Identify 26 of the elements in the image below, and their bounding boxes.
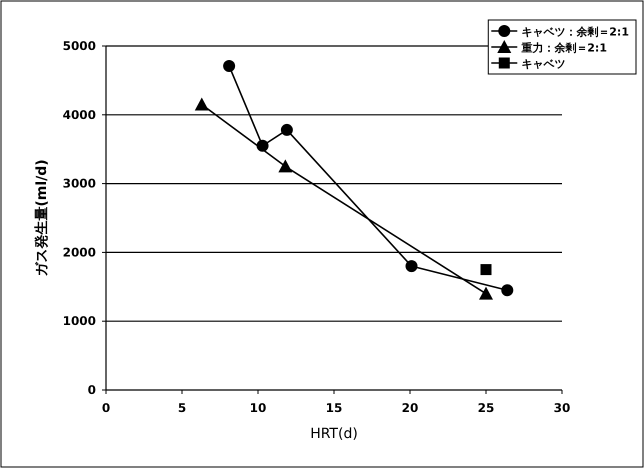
point <box>280 124 293 136</box>
legend-label: 重力：余剰＝2:1 <box>520 42 607 54</box>
point <box>194 97 209 110</box>
y-tick-label: 2000 <box>62 245 96 260</box>
legend-label: キャベツ：余剰＝2:1 <box>521 26 629 38</box>
point <box>406 260 418 272</box>
y-tick-label: 5000 <box>62 39 96 53</box>
y-axis-title: ガス発生量(ml/d) <box>34 159 50 277</box>
y-tick-label: 0 <box>88 383 96 397</box>
point <box>479 286 493 300</box>
y-tick-label: 3000 <box>62 176 96 191</box>
point <box>501 284 514 296</box>
point <box>223 60 236 72</box>
x-tick-label: 25 <box>478 401 494 415</box>
point <box>480 264 492 276</box>
x-tick-label: 20 <box>402 401 418 415</box>
x-axis-title: HRT(d) <box>310 426 358 442</box>
x-tick-label: 15 <box>326 401 342 415</box>
point <box>278 159 292 172</box>
x-tick-label: 0 <box>102 401 110 415</box>
legend-label: キャベツ <box>521 58 566 70</box>
x-tick-label: 30 <box>554 401 570 415</box>
x-tick-label: 5 <box>178 401 186 415</box>
x-tick-label: 10 <box>250 401 266 415</box>
y-tick-label: 4000 <box>62 108 96 122</box>
y-tick-label: 1000 <box>62 314 96 328</box>
